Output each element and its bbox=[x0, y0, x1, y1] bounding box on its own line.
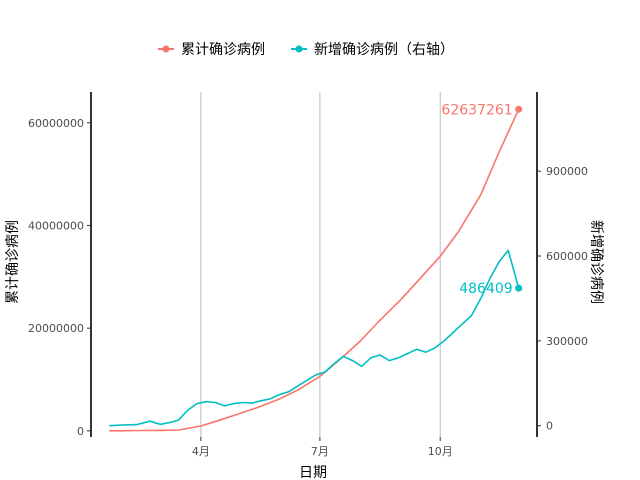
legend-label-cumulative: 累计确诊病例 bbox=[181, 42, 265, 58]
series-end-label-cumulative: 62637261 bbox=[441, 102, 512, 118]
legend-label-daily: 新增确诊病例（右轴） bbox=[314, 42, 454, 58]
legend-key-point-daily bbox=[295, 45, 303, 53]
y-tick-label: 20000000 bbox=[28, 322, 84, 335]
x-tick-label: 4月 bbox=[192, 445, 210, 458]
y-axis-title: 累计确诊病例 bbox=[5, 220, 21, 304]
y-tick-label: 60000000 bbox=[28, 117, 84, 130]
series-line-cumulative bbox=[109, 108, 520, 432]
series-end-point-daily bbox=[515, 284, 523, 292]
series-end-label-daily: 486409 bbox=[459, 281, 512, 297]
series-layer: 62637261 486409 bbox=[109, 102, 523, 432]
legend-key-point-cumulative bbox=[162, 45, 170, 53]
y-tick-label: 0 bbox=[77, 425, 84, 438]
legend: 累计确诊病例 新增确诊病例（右轴） bbox=[158, 42, 454, 58]
y2-tick-label: 0 bbox=[546, 420, 553, 433]
y2-tick-label: 900000 bbox=[546, 165, 588, 178]
series-end-point-cumulative bbox=[515, 105, 523, 113]
series-line-daily bbox=[109, 249, 520, 427]
grid bbox=[200, 92, 441, 437]
x-tick-label: 10月 bbox=[428, 445, 453, 458]
x-axis-title: 日期 bbox=[299, 465, 327, 480]
axes: 4月 7月 10月 0 20000000 40000000 60000000 0 300000 6… bbox=[28, 92, 588, 458]
y2-axis-title: 新增确诊病例 bbox=[588, 220, 604, 304]
x-tick-label: 7月 bbox=[311, 445, 329, 458]
y2-tick-label: 300000 bbox=[546, 335, 588, 348]
y2-tick-label: 600000 bbox=[546, 250, 588, 263]
y-tick-label: 40000000 bbox=[28, 219, 84, 232]
